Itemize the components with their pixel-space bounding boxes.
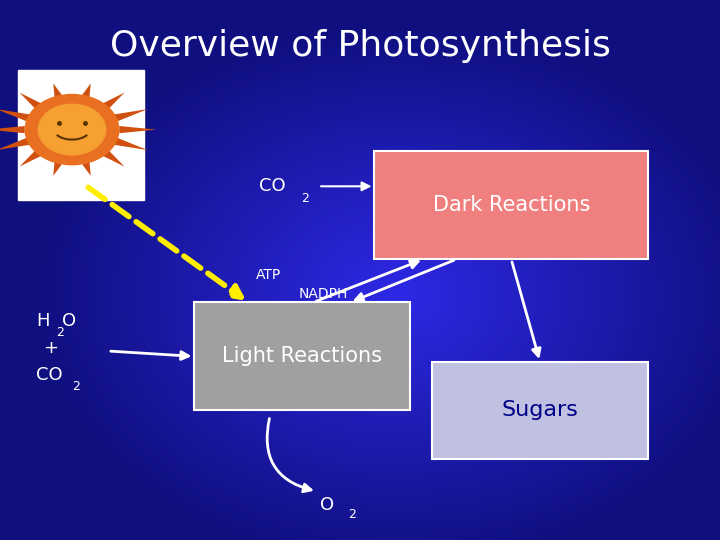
Text: CO: CO (36, 366, 63, 384)
Text: Light Reactions: Light Reactions (222, 346, 382, 367)
Polygon shape (19, 92, 48, 111)
Text: 2: 2 (301, 192, 309, 205)
Text: 2: 2 (72, 380, 80, 393)
Circle shape (38, 104, 106, 155)
Text: Overview of Photosynthesis: Overview of Photosynthesis (109, 29, 611, 63)
Polygon shape (76, 155, 91, 176)
Text: O: O (320, 496, 335, 514)
FancyBboxPatch shape (432, 362, 648, 459)
Polygon shape (0, 109, 32, 122)
Text: 2: 2 (348, 508, 356, 521)
Text: H: H (36, 312, 50, 330)
Polygon shape (96, 92, 125, 111)
Polygon shape (112, 109, 148, 122)
Text: NADPH: NADPH (299, 287, 348, 301)
Polygon shape (19, 148, 48, 167)
FancyBboxPatch shape (18, 70, 144, 200)
Polygon shape (0, 126, 24, 133)
Text: CO: CO (259, 177, 286, 195)
Text: Dark Reactions: Dark Reactions (433, 195, 590, 215)
Text: O: O (62, 312, 76, 330)
FancyBboxPatch shape (374, 151, 648, 259)
Text: +: + (43, 339, 58, 357)
Text: ATP: ATP (256, 268, 281, 282)
Polygon shape (96, 148, 125, 167)
Polygon shape (53, 155, 68, 176)
Polygon shape (53, 83, 68, 104)
Polygon shape (76, 83, 91, 104)
Polygon shape (120, 126, 156, 133)
Polygon shape (112, 138, 148, 150)
Text: Sugars: Sugars (502, 400, 578, 421)
Text: 2: 2 (56, 326, 64, 339)
Polygon shape (0, 138, 32, 150)
Circle shape (25, 94, 119, 165)
FancyBboxPatch shape (194, 302, 410, 410)
